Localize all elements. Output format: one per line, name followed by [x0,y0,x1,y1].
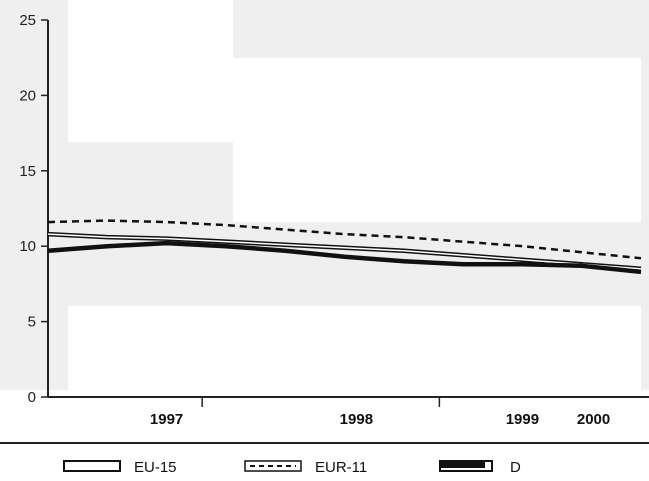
legend-swatch [63,460,121,472]
x-tick-label: 1998 [340,411,373,428]
legend-label: EUR-11 [315,459,367,476]
legend-item: EUR-11 [244,459,367,476]
series-layer [47,219,642,275]
y-tick-label: 25 [19,12,36,29]
y-tick-label: 15 [19,163,36,180]
y-tick-label: 5 [28,314,36,331]
x-tick-label: 2000 [577,411,610,428]
series-d-line [47,240,642,275]
legend-label: EU-15 [134,459,177,476]
y-tick-label: 0 [28,389,36,406]
y-tick-label: 10 [19,238,36,255]
legend-item: EU-15 [63,459,177,476]
y-tick-label: 20 [19,87,36,104]
legend-item: D [439,459,521,476]
series-eu-15-line-inner [47,233,642,270]
y-axis: 0 5 10 15 20 25 [19,12,49,406]
legend: EU-15 EUR-11 D [63,459,521,476]
x-axis: 1997 1998 1999 2000 [0,396,649,444]
x-tick-label: 1999 [506,411,539,428]
x-tick-label: 1997 [150,411,183,428]
series-eur-11-line [47,219,642,260]
legend-swatch-fill [441,462,485,468]
legend-label: D [510,459,521,476]
